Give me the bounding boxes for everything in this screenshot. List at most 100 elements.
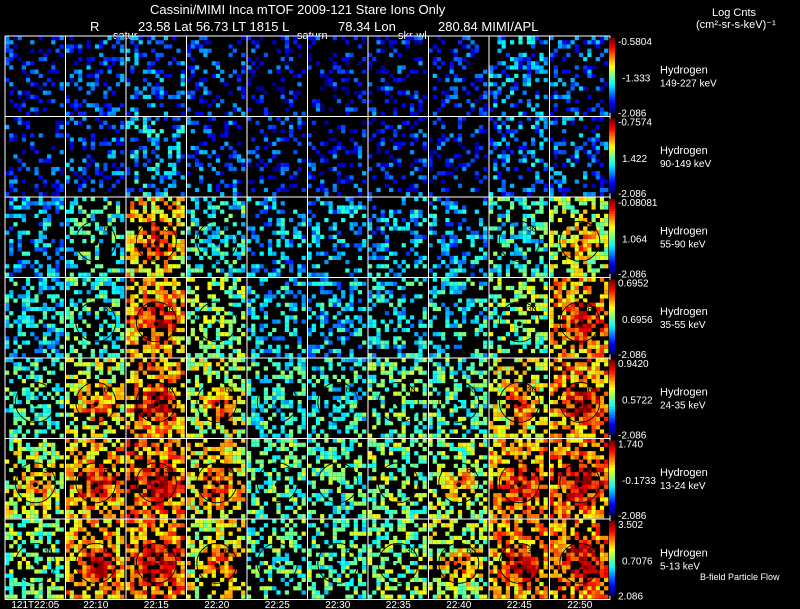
heatmap-cell: [111, 285, 116, 291]
heatmap-cell: [168, 171, 173, 176]
heatmap-cell: [574, 209, 579, 214]
heatmap-cell: [220, 230, 225, 235]
saturn-marker: [214, 321, 220, 327]
heatmap-cell: [107, 111, 112, 116]
heatmap-cell: [583, 234, 588, 239]
heatmap-cell: [349, 272, 354, 277]
heatmap-cell: [94, 264, 100, 269]
heatmap-cell: [236, 201, 242, 206]
heatmap-cell: [583, 277, 588, 282]
heatmap-cell: [59, 133, 64, 138]
heatmap-cell: [445, 344, 450, 349]
heatmap-cell: [215, 154, 221, 159]
heatmap-cell: [176, 171, 181, 176]
heatmap-panel-r1-c3: [186, 116, 246, 197]
heatmap-cell: [518, 290, 523, 295]
heatmap-cell: [180, 294, 185, 299]
heatmap-cell: [186, 416, 191, 421]
heatmap-cell: [268, 116, 273, 121]
heatmap-cell: [155, 73, 160, 78]
heatmap-cell: [130, 36, 135, 41]
ephem-values: 23.58 Lat 56.73 LT 1815 L: [138, 19, 290, 34]
heatmap-cell: [5, 408, 10, 413]
heatmap-cell: [203, 412, 208, 417]
heatmap-cell: [55, 264, 60, 269]
heatmap-cell: [553, 294, 558, 299]
heatmap-cell: [462, 255, 467, 260]
heatmap-cell: [220, 268, 225, 273]
heatmap-cell: [376, 218, 381, 223]
heatmap-cell: [462, 332, 467, 337]
heatmap-cell: [268, 175, 273, 180]
heatmap-cell: [591, 277, 596, 282]
heatmap-cell: [115, 404, 121, 409]
heatmap-cell: [263, 205, 268, 210]
heatmap-cell: [163, 311, 168, 316]
heatmap-cell: [268, 239, 273, 244]
heatmap-cell: [307, 133, 312, 138]
heatmap-cell: [99, 239, 104, 244]
heatmap-cell: [493, 141, 498, 146]
heatmap-cell: [224, 251, 229, 256]
heatmap-cell: [263, 111, 268, 116]
heatmap-cell: [168, 327, 173, 333]
heatmap-cell: [138, 197, 143, 202]
heatmap-cell: [99, 209, 104, 214]
heatmap-cell: [142, 162, 147, 167]
heatmap-cell: [215, 336, 221, 341]
heatmap-cell: [151, 315, 156, 320]
heatmap-cell: [505, 302, 510, 307]
heatmap-cell: [86, 73, 91, 78]
heatmap-cell: [51, 298, 56, 303]
heatmap-cell: [199, 239, 204, 244]
heatmap-cell: [557, 201, 563, 206]
heatmap-cell: [138, 129, 143, 134]
heatmap-cell: [414, 239, 419, 244]
heatmap-cell: [353, 374, 358, 379]
heatmap-cell: [107, 69, 112, 74]
heatmap-cell: [207, 201, 212, 206]
heatmap-cell: [562, 69, 567, 74]
heatmap-cell: [539, 272, 544, 277]
heatmap-cell: [595, 57, 600, 62]
heatmap-cell: [17, 239, 22, 244]
heatmap-cell: [353, 362, 358, 367]
heatmap-cell: [297, 158, 302, 163]
heatmap-cell: [82, 306, 87, 312]
heatmap-cell: [401, 344, 406, 349]
heatmap-cell: [320, 311, 325, 316]
heatmap-cell: [190, 358, 195, 363]
heatmap-cell: [107, 150, 112, 155]
heatmap-cell: [268, 243, 273, 248]
heatmap-cell: [380, 162, 385, 167]
heatmap-cell: [194, 374, 200, 379]
heatmap-cell: [574, 243, 579, 248]
heatmap-cell: [73, 103, 79, 108]
heatmap-cell: [410, 213, 415, 218]
heatmap-cell: [13, 340, 18, 345]
heatmap-cell: [410, 162, 415, 167]
heatmap-cell: [328, 332, 333, 337]
heatmap-cell: [478, 78, 484, 83]
heatmap-cell: [301, 408, 306, 413]
heatmap-cell: [215, 408, 221, 413]
heatmap-cell: [203, 40, 208, 45]
heatmap-cell: [78, 311, 83, 316]
heatmap-cell: [247, 391, 252, 396]
heatmap-cell: [90, 416, 95, 421]
saturn-marker: [516, 321, 522, 327]
heatmap-cell: [47, 154, 52, 159]
heatmap-cell: [134, 171, 139, 176]
heatmap-cell: [531, 268, 536, 273]
heatmap-cell: [432, 205, 437, 210]
heatmap-cell: [276, 319, 281, 324]
heatmap-cell: [176, 264, 181, 269]
heatmap-cell: [376, 187, 381, 193]
heatmap-cell: [474, 353, 479, 358]
heatmap-cell: [276, 433, 281, 438]
heatmap-cell: [30, 332, 35, 337]
heatmap-cell: [13, 179, 18, 184]
heatmap-cell: [159, 323, 164, 328]
heatmap-cell: [215, 425, 221, 430]
heatmap-cell: [583, 298, 588, 303]
